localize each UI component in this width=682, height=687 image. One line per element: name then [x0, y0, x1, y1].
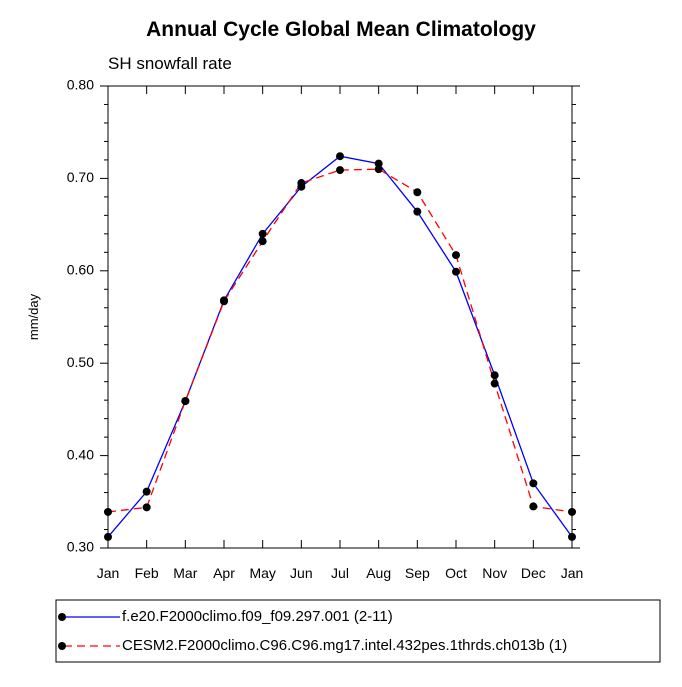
series-2-point-7 — [374, 165, 383, 174]
series-line-2 — [107, 168, 573, 513]
x-tick-label-8: Sep — [405, 565, 430, 581]
series-2-point-12 — [568, 507, 576, 516]
x-tick-label-12: Jan — [561, 565, 584, 581]
y-tick-label-4: 0.70 — [67, 169, 94, 185]
legend-marker-series-2 — [58, 642, 66, 650]
series-1-point-1 — [142, 487, 151, 496]
x-tick-label-7: Aug — [366, 565, 391, 581]
x-tick-label-11: Dec — [521, 565, 546, 581]
series-1-point-8 — [413, 207, 422, 216]
x-tick-label-0: Jan — [97, 565, 120, 581]
y-tick-label-0: 0.30 — [67, 539, 94, 555]
y-axis-label: mm/day — [26, 293, 41, 340]
series-2-point-5 — [297, 179, 306, 188]
chart-subtitle: SH snowfall rate — [108, 54, 232, 73]
series-2-point-4 — [258, 237, 267, 246]
legend: f.e20.F2000climo.f09_f09.297.001 (2-11) … — [55, 599, 661, 663]
x-tick-label-10: Nov — [482, 565, 507, 581]
series-1-point-0 — [104, 532, 112, 541]
series-1-point-11 — [529, 479, 538, 488]
legend-label-series-1: f.e20.F2000climo.f09_f09.297.001 (2-11) — [122, 608, 393, 625]
legend-box — [55, 599, 661, 663]
y-tick-label-2: 0.50 — [67, 354, 94, 370]
series-1-point-12 — [568, 532, 576, 541]
series-2-point-0 — [104, 507, 112, 516]
x-tick-label-2: Mar — [173, 565, 197, 581]
legend-marker-series-1 — [58, 613, 66, 621]
legend-label-series-2: CESM2.F2000climo.C96.C96.mg17.intel.432p… — [122, 637, 567, 654]
series-1-point-4 — [258, 229, 267, 238]
plot-layer: Jan Feb Mar Apr May Jun Jul Aug Sep Oct Nov Dec Jan0… — [67, 77, 584, 581]
x-tick-label-9: Oct — [445, 565, 467, 581]
x-tick-label-4: May — [249, 565, 275, 581]
y-tick-label-5: 0.80 — [67, 77, 94, 93]
series-2-point-11 — [529, 502, 538, 511]
series-1-point-6 — [336, 152, 344, 161]
x-tick-label-5: Jun — [290, 565, 313, 581]
series-2-point-3 — [220, 297, 228, 306]
series-1-point-10 — [490, 371, 499, 380]
series-1-point-9 — [452, 267, 460, 276]
series-2-point-6 — [336, 166, 344, 175]
series-2-point-8 — [413, 188, 422, 197]
series-line-1 — [107, 155, 573, 538]
y-tick-label-3: 0.60 — [67, 262, 94, 278]
series-2-point-2 — [181, 397, 190, 406]
x-tick-label-1: Feb — [135, 565, 159, 581]
series-1-point-7 — [374, 159, 383, 168]
x-tick-label-3: Apr — [213, 565, 235, 581]
y-tick-label-1: 0.40 — [67, 446, 94, 462]
series-2-point-9 — [452, 251, 460, 260]
series-2-point-10 — [490, 379, 499, 388]
series-2-point-1 — [142, 503, 151, 512]
x-tick-label-6: Jul — [331, 565, 349, 581]
chart-title: Annual Cycle Global Mean Climatology — [146, 18, 536, 41]
